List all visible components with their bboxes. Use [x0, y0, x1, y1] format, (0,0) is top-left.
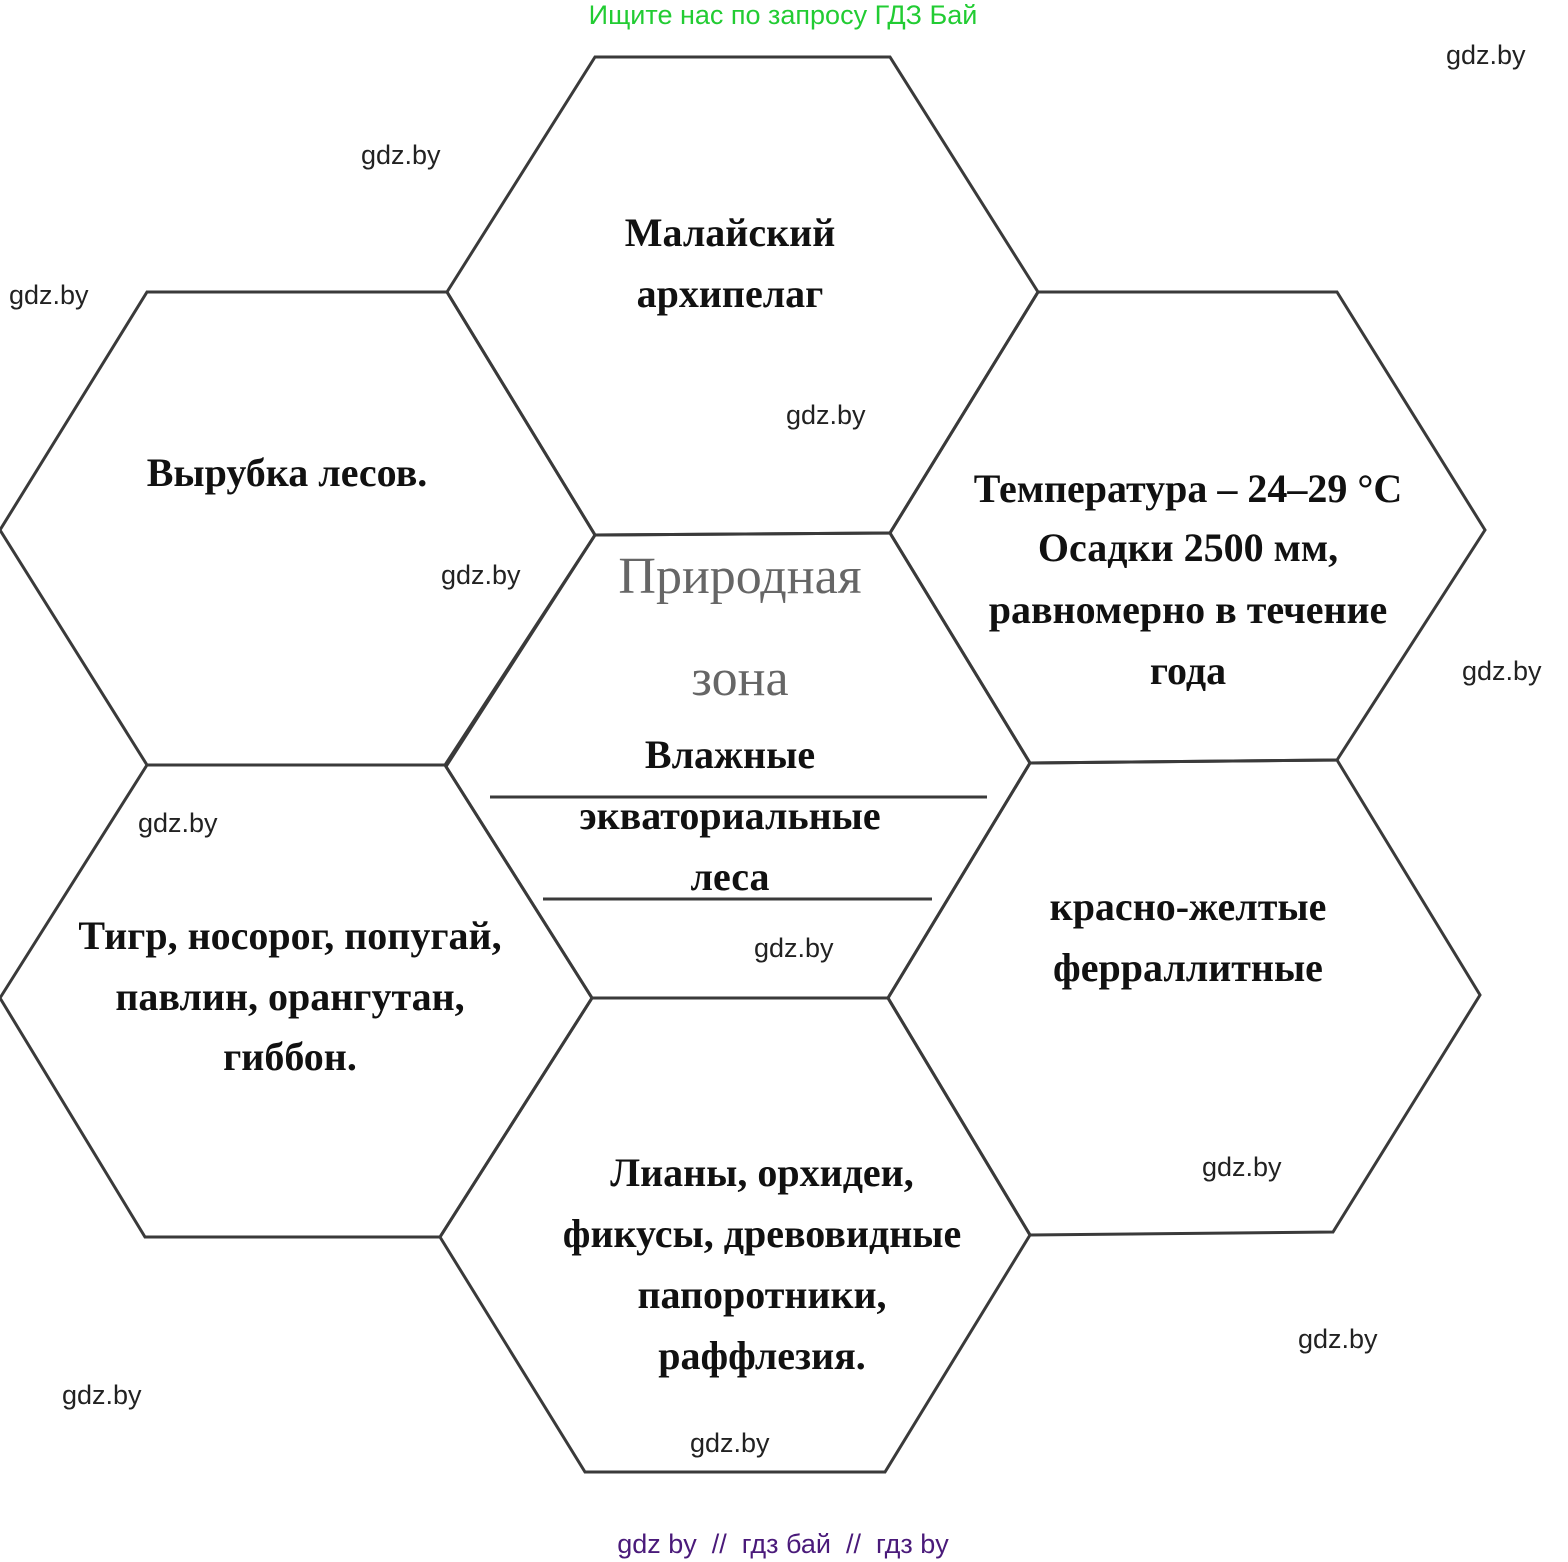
- watermark: gdz.by: [1202, 1152, 1282, 1182]
- hex-plants-line: Лианы, орхидеи,: [610, 1150, 913, 1195]
- watermark: gdz.by: [361, 140, 441, 170]
- watermark: gdz.by: [754, 933, 834, 963]
- hex-animals-line: гиббон.: [223, 1034, 357, 1079]
- hex-location-line: Малайский: [625, 210, 836, 255]
- hex-climate-line: равномерно в течение: [989, 587, 1388, 632]
- hex-soils-line: ферраллитные: [1053, 945, 1323, 990]
- hex-climate-line: Температура – 24–29 °С: [974, 466, 1402, 511]
- hex-climate-line: Осадки 2500 мм,: [1038, 525, 1338, 570]
- watermark: gdz.by: [1446, 40, 1526, 70]
- hex-plants-line: раффлезия.: [658, 1333, 866, 1378]
- hex-plants: [438, 996, 1032, 1474]
- hex-animals-line: Тигр, носорог, попугай,: [78, 913, 501, 958]
- hex-plants-line: фикусы, древовидные: [563, 1211, 961, 1256]
- hex-soils-line: красно-желтые: [1050, 884, 1327, 929]
- hex-plants-line: папоротники,: [637, 1272, 886, 1317]
- center-answer-line: Влажные: [645, 732, 815, 777]
- center-title-line: Природная: [618, 548, 861, 605]
- watermark: gdz.by: [690, 1428, 770, 1458]
- watermark: gdz.by: [786, 400, 866, 430]
- hex-animals-line: павлин, орангутан,: [115, 974, 464, 1019]
- hex-location-line: архипелаг: [637, 271, 824, 316]
- watermark: gdz.by: [441, 560, 521, 590]
- center-answer-line: экваториальные: [579, 793, 880, 838]
- watermark: gdz.by: [1462, 656, 1542, 686]
- center-answer-line: леса: [691, 854, 770, 899]
- center-title-line: зона: [691, 650, 788, 707]
- hex-human-impact: [0, 290, 597, 767]
- hex-climate-line: года: [1150, 648, 1226, 693]
- watermark: gdz.by: [62, 1380, 142, 1410]
- footer-links[interactable]: gdz by // гдз бай // гдз by: [617, 1529, 949, 1559]
- watermark: gdz.by: [9, 280, 89, 310]
- watermark: gdz.by: [138, 808, 218, 838]
- search-hint-link[interactable]: Ищите нас по запросу ГДЗ Бай: [589, 0, 978, 30]
- hex-soils: [886, 758, 1482, 1237]
- watermark: gdz.by: [1298, 1324, 1378, 1354]
- hex-human-impact-line: Вырубка лесов.: [147, 450, 428, 495]
